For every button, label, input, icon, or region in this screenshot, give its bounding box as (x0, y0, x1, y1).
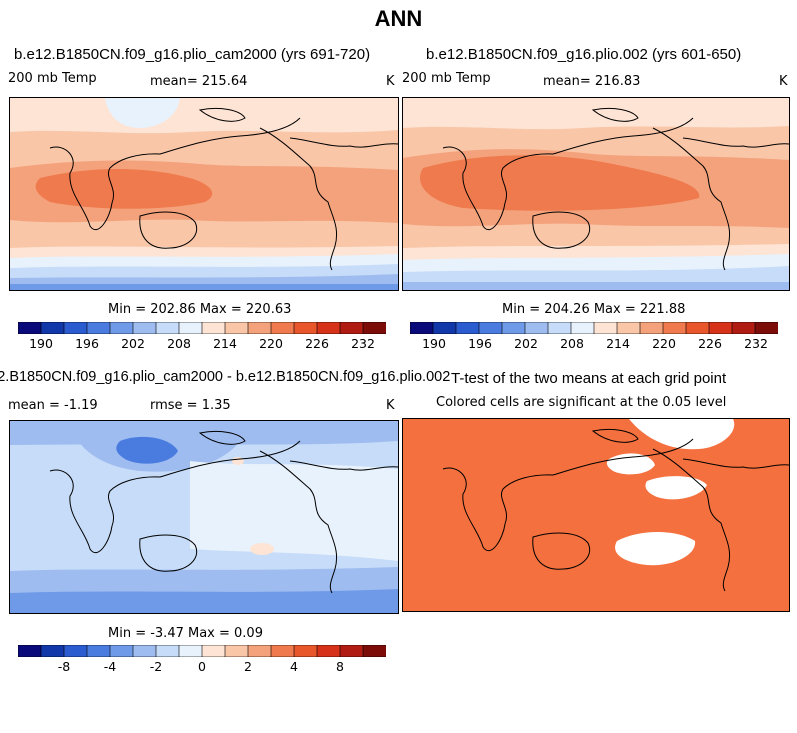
panel-1-colorbar-tick: 190 (29, 336, 53, 351)
panel-4-title: T-test of the two means at each grid poi… (451, 370, 727, 387)
colorbar-swatch (201, 645, 226, 657)
panel-1-colorbar-tick: 232 (351, 336, 375, 351)
colorbar-swatch (201, 322, 226, 334)
panel-1-title: b.e12.B1850CN.f09_g16.plio_cam2000 (yrs … (14, 46, 371, 63)
colorbar-swatch (362, 322, 386, 334)
colorbar-swatch (63, 645, 88, 657)
colorbar-swatch (224, 322, 249, 334)
panel-3-colorbar-tick: -8 (57, 659, 71, 674)
panel-2-colorbar-tick: 226 (698, 336, 722, 351)
colorbar-swatch (708, 322, 733, 334)
panel-2-title: b.e12.B1850CN.f09_g16.plio.002 (yrs 601-… (426, 46, 742, 63)
colorbar-swatch (40, 322, 65, 334)
colorbar-swatch (18, 645, 42, 657)
panel-2-colorbar-tick: 202 (514, 336, 538, 351)
panel-3-colorbar (18, 645, 386, 657)
significance-fill (403, 419, 789, 611)
panel-2-mean-label: mean= 216.83 (543, 74, 641, 89)
colorbar-swatch (270, 645, 295, 657)
panel-2-variable-label: 200 mb Temp (402, 71, 491, 86)
colorbar-swatch (109, 645, 134, 657)
page-title: ANN (374, 6, 423, 31)
panel-1-colorbar-tick: 208 (167, 336, 191, 351)
colorbar-swatch (593, 322, 618, 334)
colorbar-swatch (109, 322, 134, 334)
colorbar-swatch (524, 322, 549, 334)
panel-3-colorbar-tick: -2 (149, 659, 163, 674)
colorbar-swatch (570, 322, 595, 334)
colorbar-swatch (247, 645, 272, 657)
colorbar-swatch (293, 322, 318, 334)
panel-3-colorbar-tick: 8 (336, 659, 344, 674)
panel-2-colorbar-tick: 220 (652, 336, 676, 351)
colorbar-swatch (478, 322, 503, 334)
panel-1-minmax-label: Min = 202.86 Max = 220.63 (108, 302, 292, 317)
panel-3-map (9, 420, 399, 614)
colorbar-swatch (685, 322, 710, 334)
colorbar-swatch (178, 322, 203, 334)
colorbar-swatch (547, 322, 572, 334)
colorbar-swatch (339, 322, 364, 334)
colorbar-swatch (731, 322, 756, 334)
panel-2-units-label: K (779, 74, 788, 89)
panel-1-colorbar (18, 322, 386, 334)
panel-2-colorbar-tick: 214 (606, 336, 630, 351)
colorbar-swatch (616, 322, 641, 334)
colorbar-swatch (754, 322, 778, 334)
panel-1-variable-label: 200 mb Temp (8, 71, 97, 86)
colorbar-swatch (316, 322, 341, 334)
colorbar-swatch (224, 645, 249, 657)
colorbar-swatch (247, 322, 272, 334)
panel-3-units-label: K (386, 398, 395, 413)
colorbar-swatch (316, 645, 341, 657)
panel-1-colorbar-tick: 214 (213, 336, 237, 351)
panel-4-subtitle: Colored cells are significant at the 0.0… (436, 395, 727, 410)
panel-3-colorbar-tick: 2 (244, 659, 252, 674)
colorbar-swatch (339, 645, 364, 657)
colorbar-swatch (662, 322, 687, 334)
panel-3-colorbar-tick: -4 (103, 659, 117, 674)
panel-3-rmse-label: rmse = 1.35 (150, 398, 231, 413)
colorbar-swatch (18, 322, 42, 334)
colorbar-swatch (455, 322, 480, 334)
colorbar-swatch (155, 322, 180, 334)
colorbar-swatch (63, 322, 88, 334)
colorbar-swatch (40, 645, 65, 657)
colorbar-swatch (362, 645, 386, 657)
panel-2-map (402, 97, 790, 291)
panel-1-colorbar-tick: 196 (75, 336, 99, 351)
panel-1-colorbar-tick: 202 (121, 336, 145, 351)
colorbar-swatch (501, 322, 526, 334)
panel-1-colorbar-tick: 220 (259, 336, 283, 351)
colorbar-swatch (132, 645, 157, 657)
colorbar-swatch (132, 322, 157, 334)
colorbar-swatch (293, 645, 318, 657)
panel-3-colorbar-tick: 0 (198, 659, 206, 674)
panel-2-minmax-label: Min = 204.26 Max = 221.88 (502, 302, 686, 317)
panel-2-colorbar (410, 322, 778, 334)
colorbar-swatch (86, 645, 111, 657)
panel-2-colorbar-tick: 196 (468, 336, 492, 351)
panel-3-minmax-label: Min = -3.47 Max = 0.09 (108, 626, 263, 641)
panel-1-colorbar-tick: 226 (305, 336, 329, 351)
colorbar-swatch (155, 645, 180, 657)
colorbar-swatch (270, 322, 295, 334)
colorbar-swatch (86, 322, 111, 334)
colorbar-swatch (639, 322, 664, 334)
colorbar-swatch (178, 645, 203, 657)
panel-2-colorbar-tick: 232 (744, 336, 768, 351)
panel-3-colorbar-tick: 4 (290, 659, 298, 674)
panel-2-colorbar-tick: 190 (422, 336, 446, 351)
panel-4-map (402, 418, 790, 612)
colorbar-swatch (410, 322, 434, 334)
panel-1-units-label: K (386, 74, 395, 89)
panel-2-colorbar-tick: 208 (560, 336, 584, 351)
panel-3-mean-label: mean = -1.19 (8, 398, 98, 413)
panel-1-map (9, 97, 399, 291)
colorbar-swatch (432, 322, 457, 334)
panel-3-title: b.e12.B1850CN.f09_g16.plio_cam2000 - b.e… (0, 369, 451, 385)
panel-1-mean-label: mean= 215.64 (150, 74, 248, 89)
